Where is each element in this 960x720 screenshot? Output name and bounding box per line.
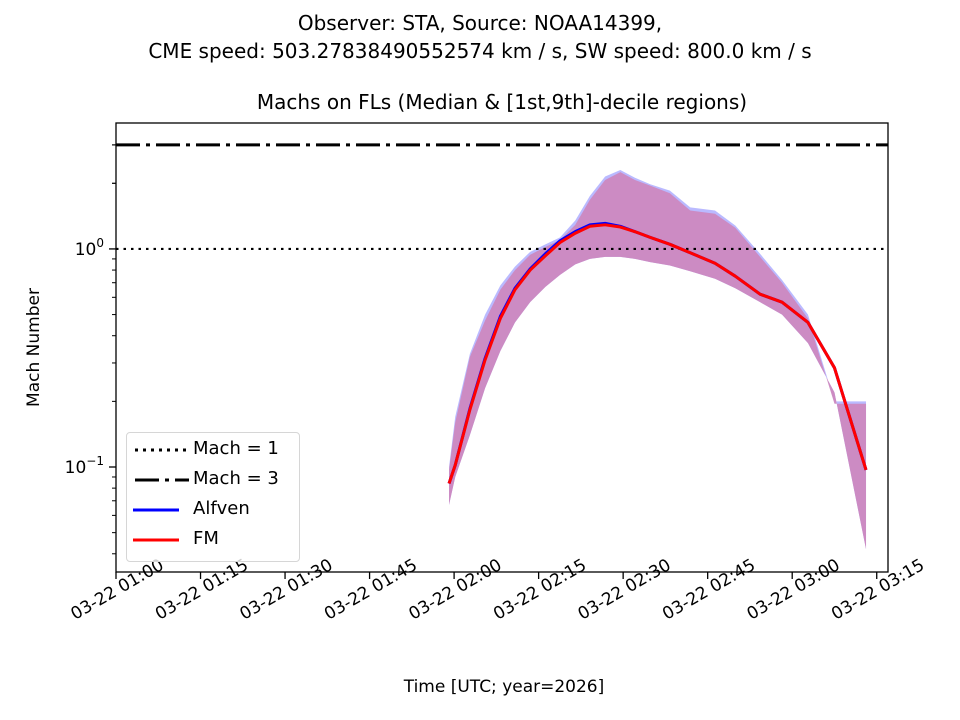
legend-item-fm: FM bbox=[127, 525, 299, 555]
legend-item-mach3: Mach = 3 bbox=[127, 465, 299, 495]
x-tick-label: 03-22 02:30 bbox=[575, 555, 675, 624]
legend-label-mach1: Mach = 1 bbox=[193, 438, 279, 459]
median-line-fm bbox=[447, 223, 868, 484]
x-tick-label: 03-22 01:45 bbox=[321, 555, 421, 624]
y-tick-label: 10−1 bbox=[65, 454, 104, 478]
x-tick-label: 03-22 03:15 bbox=[828, 555, 928, 624]
x-tick-label: 03-22 02:00 bbox=[406, 555, 506, 624]
x-tick-label: 03-22 03:00 bbox=[744, 555, 844, 624]
legend-label-alfven: Alfven bbox=[193, 498, 250, 519]
x-axis-label: Time [UTC; year=2026] bbox=[403, 677, 605, 697]
figure-suptitle-line-2: CME speed: 503.27838490552574 km / s, SW… bbox=[148, 39, 812, 63]
x-tick-label: 03-22 01:00 bbox=[67, 555, 167, 624]
legend-item-alfven: Alfven bbox=[127, 495, 299, 525]
x-tick-label: 03-22 02:15 bbox=[490, 555, 590, 624]
x-tick-label: 03-22 02:45 bbox=[659, 555, 759, 624]
legend: Mach = 1 Mach = 3 Alfven FM bbox=[126, 432, 300, 562]
legend-label-mach3: Mach = 3 bbox=[193, 468, 279, 489]
x-tick-label: 03-22 01:15 bbox=[152, 555, 252, 624]
x-tick-label: 03-22 01:30 bbox=[236, 555, 336, 624]
legend-item-mach1: Mach = 1 bbox=[127, 435, 299, 465]
figure-suptitle-line-1: Observer: STA, Source: NOAA14399, bbox=[297, 11, 663, 35]
decile-band-fm bbox=[449, 172, 867, 550]
axes-frame bbox=[115, 122, 889, 573]
y-axis-label: Mach Number bbox=[24, 288, 44, 407]
y-tick-label: 100 bbox=[75, 236, 104, 260]
legend-label-fm: FM bbox=[193, 528, 219, 549]
axes-title: Machs on FLs (Median & [1st,9th]-decile … bbox=[256, 90, 748, 114]
